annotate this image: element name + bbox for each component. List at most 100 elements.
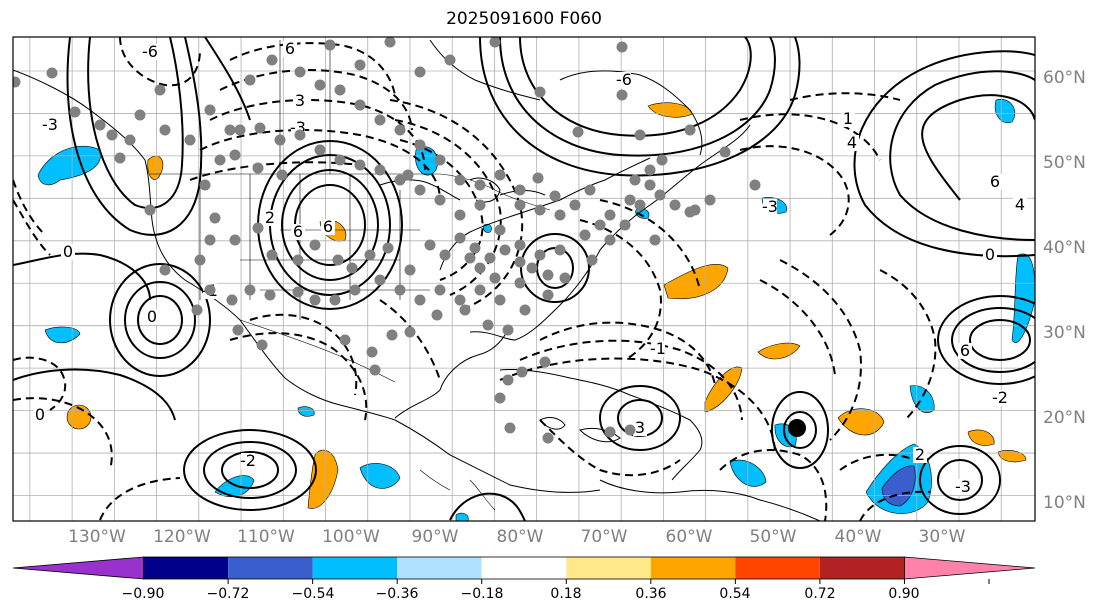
station-marker <box>654 189 666 201</box>
station-marker <box>586 254 598 266</box>
lon-label-120w: 120°W <box>153 527 211 547</box>
contour-label: 4 <box>1015 195 1025 214</box>
station-marker <box>234 124 246 136</box>
station-marker <box>474 284 486 296</box>
station-marker <box>334 84 346 96</box>
station-marker <box>526 262 538 274</box>
station-marker <box>494 294 506 306</box>
station-marker <box>229 149 241 161</box>
station-marker <box>454 209 466 221</box>
contour-label-bg <box>763 199 777 215</box>
colorbar-label-1: −0.72 <box>206 586 250 602</box>
contour-label-bg <box>291 224 305 240</box>
station-marker <box>474 262 486 274</box>
station-marker <box>252 162 264 174</box>
contour-label: 2 <box>265 208 275 227</box>
station-marker <box>502 374 514 386</box>
station-marker <box>346 262 358 274</box>
station-marker <box>749 179 761 191</box>
station-marker <box>516 366 528 378</box>
station-marker <box>644 179 656 191</box>
contour-label: 0 <box>35 405 45 424</box>
station-marker <box>579 229 591 241</box>
station-marker <box>514 184 526 196</box>
station-marker <box>604 209 616 221</box>
colorbar-label-3: −0.36 <box>375 586 419 602</box>
station-marker <box>619 219 631 231</box>
lon-label-130w: 130°W <box>68 527 126 547</box>
contour-label: 6 <box>323 217 333 236</box>
contour-label-bg <box>913 447 927 463</box>
station-marker <box>624 424 636 436</box>
station-marker <box>644 164 656 176</box>
station-marker <box>204 284 216 296</box>
station-marker <box>294 129 306 141</box>
contour-label-bg <box>988 174 1002 190</box>
colorbar-segment <box>735 557 820 579</box>
colorbar <box>12 556 1036 584</box>
station-marker <box>434 194 446 206</box>
station-marker <box>629 174 641 186</box>
station-marker <box>414 184 426 196</box>
station-marker <box>354 159 366 171</box>
colorbar-label-4: −0.18 <box>460 586 504 602</box>
station-marker <box>309 239 321 251</box>
colorbar-segment <box>650 557 736 579</box>
contour-label: 1 <box>843 109 853 128</box>
station-marker <box>394 174 406 186</box>
lon-label-100w: 100°W <box>322 527 380 547</box>
contour-label: 6 <box>990 172 1000 191</box>
colorbar-segment <box>397 557 482 579</box>
colorbar-label-7: 0.54 <box>719 586 751 602</box>
contour-label: 6 <box>285 39 295 58</box>
station-marker <box>534 204 546 216</box>
station-marker <box>624 194 636 206</box>
colorbar-label-9: 0.90 <box>888 586 920 602</box>
station-marker <box>292 254 304 266</box>
colorbar-segment <box>819 557 905 579</box>
station-marker <box>532 172 544 184</box>
station-marker <box>569 199 581 211</box>
station-marker <box>374 114 386 126</box>
station-marker <box>554 209 566 221</box>
lon-label-60w: 60°W <box>665 527 713 547</box>
station-marker <box>444 54 456 66</box>
colorbar-label-8: 0.72 <box>804 586 836 602</box>
station-marker <box>604 234 616 246</box>
contour-label: -3 <box>42 115 58 134</box>
station-marker <box>514 277 526 289</box>
station-marker <box>504 422 516 434</box>
colorbar-segment <box>312 557 398 579</box>
contour-label-bg <box>617 72 631 88</box>
station-marker <box>394 124 406 136</box>
station-marker <box>209 212 221 224</box>
station-marker <box>384 37 396 48</box>
station-marker <box>454 232 466 244</box>
contour-label: -6 <box>142 42 158 61</box>
contour-label-bg <box>845 135 859 151</box>
lon-label-80w: 80°W <box>496 527 544 547</box>
contour-label-bg <box>145 309 159 325</box>
station-marker <box>194 254 206 266</box>
station-marker <box>334 154 346 166</box>
station-marker <box>719 146 731 158</box>
colorbar-extend-high <box>904 556 1036 580</box>
solid-contours <box>13 37 1035 521</box>
station-marker <box>256 339 268 351</box>
station-marker <box>114 152 126 164</box>
contour-label: 6 <box>293 222 303 241</box>
contour-label: 3 <box>295 91 305 110</box>
station-marker <box>684 124 696 136</box>
storm-center-marker <box>788 419 806 437</box>
station-marker <box>314 79 326 91</box>
contour-label: 3 <box>635 418 645 437</box>
station-marker <box>13 76 21 88</box>
station-marker <box>404 326 416 338</box>
station-marker <box>469 242 481 254</box>
station-marker <box>542 269 554 281</box>
station-marker <box>332 254 344 266</box>
station-marker <box>459 304 471 316</box>
station-marker <box>329 294 341 306</box>
